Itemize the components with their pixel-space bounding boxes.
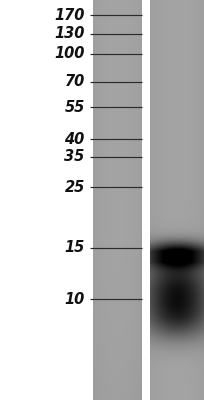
Text: 170: 170 [54,8,85,23]
Text: 55: 55 [64,100,85,115]
Text: 40: 40 [64,132,85,147]
Text: 10: 10 [64,292,85,307]
Text: 70: 70 [64,74,85,90]
Text: 15: 15 [64,240,85,256]
Text: 25: 25 [64,180,85,195]
Text: 35: 35 [64,149,85,164]
Text: 130: 130 [54,26,85,42]
Bar [142,0,150,400]
Text: 100: 100 [54,46,85,62]
